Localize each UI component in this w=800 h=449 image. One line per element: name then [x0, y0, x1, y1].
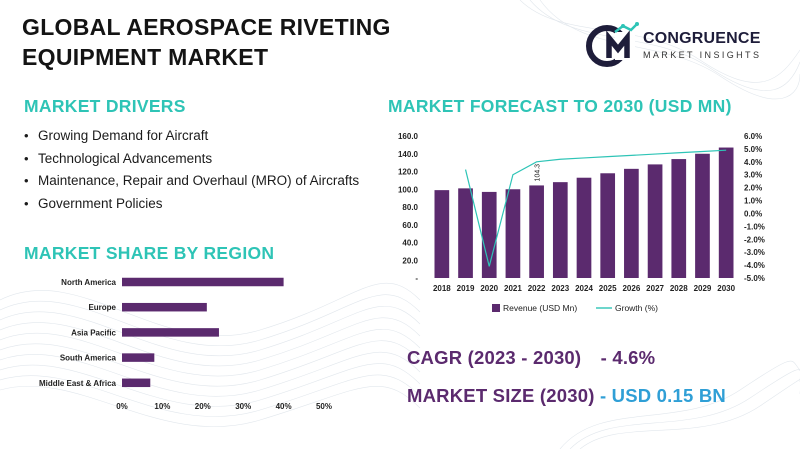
- y-tick-label: 100.0: [398, 185, 419, 194]
- revenue-bar: [434, 190, 450, 278]
- y-tick-label: 120.0: [398, 168, 419, 177]
- x-tick-label: 0%: [116, 402, 128, 411]
- y2-tick-label: 3.0%: [744, 171, 762, 180]
- y-tick-label: -: [415, 274, 418, 283]
- market-forecast-heading: MARKET FORECAST TO 2030 (USD MN): [388, 96, 732, 116]
- x-tick-label: 2030: [717, 284, 735, 293]
- x-tick-label: 30%: [235, 402, 251, 411]
- x-tick-label: 2018: [433, 284, 451, 293]
- market-size-label: MARKET SIZE (2030): [407, 385, 595, 406]
- page-title-line1: GLOBAL AEROSPACE RIVETING: [22, 14, 391, 40]
- x-tick-label: 2024: [575, 284, 593, 293]
- driver-item: Growing Demand for Aircraft: [24, 126, 390, 147]
- x-tick-label: 2022: [528, 284, 546, 293]
- x-tick-label: 2027: [646, 284, 664, 293]
- revenue-bar: [529, 185, 544, 278]
- y-tick-label: 60.0: [402, 221, 418, 230]
- x-tick-label: 50%: [316, 402, 332, 411]
- y2-tick-label: 6.0%: [744, 132, 762, 141]
- region-label: Middle East & Africa: [39, 379, 117, 388]
- y-tick-label: 80.0: [402, 203, 418, 212]
- logo-mark-icon: [586, 22, 639, 67]
- driver-item: Government Policies: [24, 194, 390, 215]
- x-tick-label: 40%: [276, 402, 292, 411]
- y2-tick-label: -3.0%: [744, 248, 765, 257]
- market-drivers-list: Growing Demand for Aircraft Technologica…: [24, 126, 390, 214]
- y-tick-label: 160.0: [398, 132, 419, 141]
- y2-tick-label: 5.0%: [744, 145, 762, 154]
- legend-label-revenue: Revenue (USD Mn): [503, 303, 577, 313]
- revenue-bar: [624, 168, 639, 278]
- revenue-bar: [695, 153, 710, 278]
- market-drivers-heading: MARKET DRIVERS: [24, 96, 186, 116]
- market-size-value: USD 0.15 BN: [611, 385, 726, 406]
- x-tick-label: 2023: [551, 284, 569, 293]
- x-tick-label: 2025: [599, 284, 617, 293]
- market-size-kpi: MARKET SIZE (2030) - USD 0.15 BN: [407, 385, 726, 407]
- region-label: North America: [61, 278, 116, 287]
- y2-tick-label: 1.0%: [744, 197, 762, 206]
- x-tick-label: 10%: [154, 402, 170, 411]
- revenue-bar: [600, 173, 616, 278]
- region-bar: [122, 353, 155, 362]
- revenue-bar: [481, 191, 497, 278]
- revenue-bar: [576, 177, 592, 278]
- revenue-bar: [458, 188, 473, 278]
- bar-data-label: 104.3: [535, 164, 542, 182]
- page-title: GLOBAL AEROSPACE RIVETING EQUIPMENT MARK…: [22, 12, 492, 72]
- logo-name: CONGRUENCE: [643, 30, 761, 47]
- y2-tick-label: -2.0%: [744, 235, 765, 244]
- market-share-heading: MARKET SHARE BY REGION: [24, 243, 275, 263]
- y2-tick-label: 0.0%: [744, 209, 762, 218]
- logo-tagline: MARKET INSIGHTS: [643, 50, 762, 60]
- y2-tick-label: -1.0%: [744, 222, 765, 231]
- driver-item: Maintenance, Repair and Overhaul (MRO) o…: [24, 171, 390, 192]
- y-tick-label: 140.0: [398, 150, 419, 159]
- y-tick-label: 40.0: [402, 239, 418, 248]
- x-tick-label: 2020: [480, 284, 498, 293]
- y2-tick-label: 2.0%: [744, 184, 762, 193]
- x-tick-label: 2028: [670, 284, 688, 293]
- legend-swatch-revenue: [492, 304, 500, 312]
- x-tick-label: 2021: [504, 284, 522, 293]
- revenue-bar: [718, 147, 734, 278]
- y-tick-label: 20.0: [402, 256, 418, 265]
- region-label: South America: [60, 354, 117, 363]
- region-bar: [122, 277, 284, 287]
- driver-item: Technological Advancements: [24, 149, 390, 170]
- revenue-bar: [552, 182, 568, 278]
- x-tick-label: 20%: [195, 402, 211, 411]
- y2-tick-label: -5.0%: [744, 274, 765, 283]
- region-label: Asia Pacific: [71, 328, 116, 337]
- region-bar: [122, 378, 151, 388]
- cagr-kpi: CAGR (2023 - 2030) - 4.6%: [407, 347, 655, 369]
- growth-line: [464, 149, 727, 267]
- region-bar: [122, 302, 207, 312]
- revenue-bar: [647, 164, 663, 278]
- x-tick-label: 2019: [457, 284, 475, 293]
- legend-label-growth: Growth (%): [615, 303, 658, 313]
- region-bar: [122, 328, 219, 337]
- cagr-label: CAGR (2023 - 2030): [407, 347, 582, 368]
- x-tick-label: 2029: [694, 284, 712, 293]
- y2-tick-label: 4.0%: [744, 158, 762, 167]
- page-title-line2: EQUIPMENT MARKET: [22, 44, 269, 70]
- region-share-chart: North America Europe Asia Pacific South Ame…: [39, 277, 332, 411]
- cagr-value: - 4.6%: [600, 347, 656, 368]
- x-tick-label: 2026: [622, 284, 640, 293]
- region-label: Europe: [88, 303, 116, 312]
- revenue-bar: [671, 159, 687, 278]
- company-logo: CONGRUENCE MARKET INSIGHTS: [585, 22, 785, 68]
- market-forecast-chart: - 20.0 40.0 60.0 80.0 100.0 120.0 140.0 160.0 -5.…: [398, 132, 765, 313]
- revenue-bar: [505, 189, 521, 278]
- y2-tick-label: -4.0%: [744, 261, 765, 270]
- market-size-separator: -: [599, 385, 607, 406]
